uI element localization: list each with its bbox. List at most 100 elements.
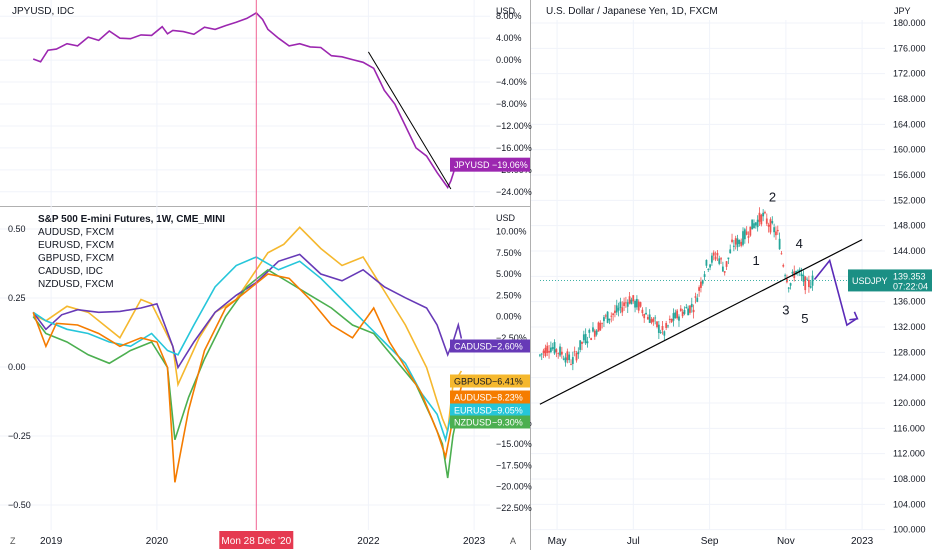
candle-down bbox=[570, 364, 572, 365]
jpyusd-pane[interactable] bbox=[32, 11, 462, 190]
jpyusd-y-tick-4: −8.00% bbox=[496, 99, 527, 109]
candle-up bbox=[696, 297, 699, 302]
candle-up bbox=[751, 219, 754, 230]
legend-cadusd[interactable]: CADUSD, IDC bbox=[38, 266, 103, 277]
candle-up bbox=[564, 357, 567, 363]
candle-down bbox=[714, 256, 717, 260]
candle-down bbox=[639, 302, 642, 307]
candle-down bbox=[747, 236, 750, 238]
candle-down bbox=[604, 315, 607, 317]
legend-audusd[interactable]: AUDUSD, FXCM bbox=[38, 227, 114, 238]
right-corner-button[interactable]: A bbox=[510, 536, 516, 546]
candle-up bbox=[568, 354, 571, 361]
candle-down bbox=[623, 302, 625, 307]
candle-down bbox=[612, 313, 614, 316]
candle-down bbox=[590, 338, 593, 340]
candle-up bbox=[705, 259, 708, 266]
usdjpy-y-tick-14: 124.000 bbox=[893, 373, 926, 383]
legend-nzdusd[interactable]: NZDUSD, FXCM bbox=[38, 279, 114, 290]
candle-down bbox=[700, 281, 702, 288]
candle-up bbox=[743, 229, 746, 240]
candle-up bbox=[549, 347, 552, 353]
usdjpy-x-tick-2: Sep bbox=[701, 536, 719, 547]
jpyusd-trend-line bbox=[367, 51, 452, 190]
candle-down bbox=[740, 241, 743, 246]
fx-right-y-tick-8: −15.00% bbox=[496, 439, 532, 449]
jpyusd-y-tick-0: 8.00% bbox=[496, 11, 522, 21]
candle-down bbox=[681, 311, 684, 317]
candle-up bbox=[789, 283, 792, 286]
candle-up bbox=[582, 334, 585, 341]
candle-up bbox=[635, 298, 638, 308]
candle-up bbox=[586, 341, 589, 344]
candle-up bbox=[606, 311, 609, 323]
audusd-last-value: −8.23% bbox=[492, 393, 523, 403]
candle-up bbox=[579, 340, 582, 350]
candle-up bbox=[626, 302, 629, 307]
fx-left-y-tick-3: −0.25 bbox=[8, 431, 31, 441]
candle-down bbox=[758, 212, 761, 222]
candle-up bbox=[551, 347, 554, 349]
candle-up bbox=[634, 300, 636, 308]
candle-up bbox=[687, 308, 690, 316]
fx-axis-title: USD bbox=[496, 213, 516, 223]
candle-up bbox=[762, 212, 765, 217]
candle-up bbox=[615, 305, 618, 313]
candle-down bbox=[646, 316, 649, 320]
cadusd-last-badge bbox=[450, 339, 530, 353]
candle-down bbox=[548, 350, 550, 353]
candle-down bbox=[712, 252, 715, 256]
candle-down bbox=[614, 310, 616, 313]
candle-up bbox=[701, 280, 704, 284]
candle-down bbox=[542, 350, 545, 354]
fx-right-y-tick-5: −2.50% bbox=[496, 333, 527, 343]
candle-down bbox=[597, 322, 600, 332]
usdjpy-x-tick-0: May bbox=[548, 536, 567, 547]
candle-up bbox=[736, 238, 739, 248]
candle-up bbox=[732, 245, 735, 247]
crosshair-date-badge bbox=[219, 531, 294, 549]
jpyusd-y-tick-2: 0.00% bbox=[496, 55, 522, 65]
candle-up bbox=[718, 258, 721, 264]
legend-eurusd[interactable]: EURUSD, FXCM bbox=[38, 240, 114, 251]
candle-down bbox=[632, 295, 635, 302]
candle-up bbox=[809, 286, 812, 288]
candle-up bbox=[562, 358, 565, 360]
jpyusd-last-name: JPYUSD bbox=[454, 160, 490, 170]
candle-up bbox=[784, 275, 787, 277]
candle-down bbox=[749, 226, 752, 236]
candle-down bbox=[698, 287, 701, 291]
fx-right-y-tick-9: −17.50% bbox=[496, 460, 532, 470]
candle-up bbox=[559, 346, 561, 356]
legend-gbpusd[interactable]: GBPUSD, FXCM bbox=[38, 253, 114, 264]
audusd-last-name: AUDUSD bbox=[454, 393, 493, 403]
usdjpy-y-tick-17: 112.000 bbox=[893, 449, 925, 459]
usdjpy-y-tick-0: 180.000 bbox=[893, 18, 926, 28]
candle-down bbox=[560, 351, 563, 355]
candle-down bbox=[557, 352, 560, 354]
usdjpy-last-value: 139.353 bbox=[893, 271, 926, 281]
candle-down bbox=[745, 231, 748, 235]
candle-down bbox=[764, 212, 766, 214]
left-corner-button[interactable]: Z bbox=[10, 536, 16, 546]
nzdusd-last-value: −9.30% bbox=[492, 418, 523, 428]
usdjpy-pane[interactable]: 1 2 3 4 5 bbox=[539, 190, 863, 405]
candle-down bbox=[694, 296, 697, 298]
usdjpy-y-tick-9: 144.000 bbox=[893, 246, 926, 256]
candle-up bbox=[603, 317, 605, 322]
candle-down bbox=[656, 321, 658, 328]
candle-down bbox=[575, 352, 578, 361]
usdjpy-y-tick-8: 148.000 bbox=[893, 221, 926, 231]
usdjpy-y-tick-13: 128.000 bbox=[893, 347, 926, 357]
candle-up bbox=[707, 269, 710, 270]
candle-down bbox=[775, 231, 777, 236]
candle-up bbox=[721, 266, 724, 272]
candle-down bbox=[566, 351, 569, 361]
candle-up bbox=[539, 354, 541, 356]
gbpusd-last-name: GBPUSD bbox=[454, 377, 493, 387]
candle-up bbox=[798, 269, 801, 272]
candle-up bbox=[742, 231, 744, 245]
fx-right-y-tick-4: 0.00% bbox=[496, 312, 522, 322]
